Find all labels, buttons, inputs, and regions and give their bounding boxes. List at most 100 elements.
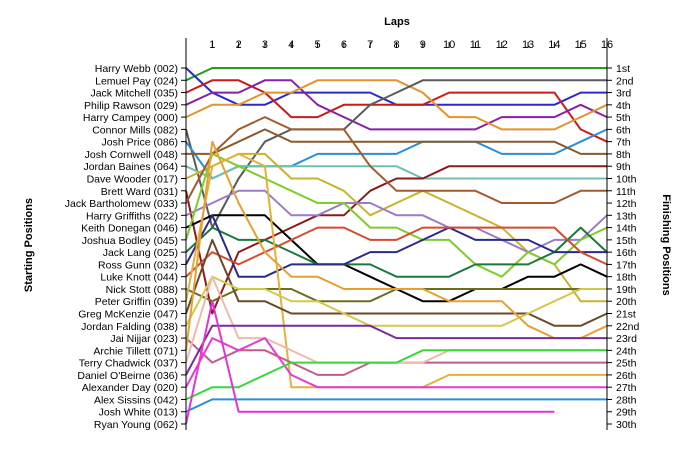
driver-label: Greg McKenzie (047) — [78, 309, 178, 321]
series-line-30 — [185, 300, 555, 425]
lap-tick-label: 10 — [443, 39, 455, 51]
finish-position-label: 19th — [616, 284, 637, 296]
driver-label: Harry Webb (002) — [95, 63, 178, 75]
driver-label: Lemuel Pay (024) — [95, 75, 178, 87]
lap-tick-label: 3 — [262, 39, 268, 51]
driver-label: Harry Griffiths (022) — [86, 210, 178, 222]
driver-label: Peter Griffin (039) — [95, 296, 178, 308]
series-line-21 — [185, 238, 608, 327]
driver-label: Jordan Falding (038) — [81, 321, 178, 333]
series-line-24 — [185, 140, 608, 351]
series-line-17 — [185, 214, 607, 278]
finish-position-label: 18th — [616, 272, 637, 284]
lap-tick-label: 8 — [393, 39, 399, 51]
series-line-23 — [185, 337, 607, 376]
lap-tick-label: 15 — [575, 39, 587, 51]
finish-position-label: 29th — [616, 407, 637, 419]
lap-tick-label: 16 — [601, 39, 613, 51]
finish-position-label: 5th — [616, 112, 631, 124]
series-line-16 — [185, 226, 608, 278]
lap-tick-label: 11 — [470, 39, 481, 51]
driver-label: Josh Price (086) — [102, 137, 178, 149]
finish-position-label: 7th — [616, 137, 631, 149]
series-line-19 — [185, 288, 607, 303]
series-line-8 — [186, 128, 607, 155]
finish-position-label: 9th — [616, 161, 631, 173]
lap-tick-label: 2 — [236, 39, 242, 51]
finish-position-label: 2nd — [616, 75, 634, 87]
lap-tick-label: 1 — [209, 39, 215, 51]
finish-position-label: 27th — [616, 382, 637, 394]
driver-label: Archie Tillett (071) — [93, 345, 178, 357]
finish-position-label: 11th — [616, 186, 636, 198]
series-line-22 — [185, 275, 607, 327]
x-axis-title: Laps — [384, 16, 410, 28]
lap-tick-label: 6 — [341, 39, 347, 51]
left-axis-title: Starting Positions — [23, 198, 35, 292]
series-line-4 — [185, 79, 608, 131]
series-line-1 — [185, 67, 607, 82]
finish-position-label: 22nd — [616, 321, 640, 333]
driver-label: Ryan Young (062) — [94, 419, 178, 431]
finish-position-label: 30th — [616, 419, 637, 431]
driver-label: Luke Knott (044) — [100, 272, 178, 284]
driver-label: Keith Donegan (046) — [81, 223, 178, 235]
driver-label: Dave Wooder (017) — [87, 173, 178, 185]
finish-position-label: 21st — [616, 309, 636, 321]
series-line-12 — [185, 116, 607, 204]
driver-label: Harry Campey (000) — [83, 112, 178, 124]
driver-label: Alexander Day (020) — [82, 382, 178, 394]
right-axis-title: Finishing Positions — [660, 194, 672, 295]
series-line-9 — [185, 165, 607, 180]
finish-position-label: 14th — [616, 223, 637, 235]
series-line-13 — [185, 189, 608, 254]
finish-position-label: 8th — [616, 149, 631, 161]
finish-position-label: 6th — [616, 124, 631, 136]
driver-label: Connor Mills (082) — [92, 124, 178, 136]
driver-label: Josh Cornwell (048) — [85, 149, 178, 161]
finish-position-label: 25th — [616, 358, 637, 370]
finish-position-label: 4th — [616, 100, 631, 112]
lap-tick-label: 7 — [367, 39, 373, 51]
finish-position-label: 24th — [616, 345, 637, 357]
series-line-3 — [185, 79, 608, 143]
lap-tick-label: 13 — [522, 39, 534, 51]
series-line-29 — [185, 398, 607, 413]
finish-position-label: 3rd — [616, 88, 631, 100]
series-line-20 — [185, 152, 607, 389]
driver-label: Jack Bartholomew (033) — [65, 198, 178, 210]
lap-tick-label: 14 — [548, 39, 560, 51]
lap-tick-label: 5 — [315, 39, 321, 51]
finish-position-label: 26th — [616, 370, 637, 382]
series-line-15 — [185, 152, 608, 278]
axes — [181, 38, 612, 430]
driver-label: Brett Ward (031) — [101, 186, 178, 198]
driver-label: Alex Sissins (042) — [94, 394, 178, 406]
series-line-26 — [185, 324, 607, 376]
driver-label: Nick Stott (088) — [106, 284, 178, 296]
finish-position-label: 20th — [616, 296, 637, 308]
series-line-11 — [185, 165, 607, 315]
series-lines — [185, 67, 608, 425]
finish-position-label: 17th — [616, 259, 637, 271]
driver-label: Philip Rawson (029) — [84, 100, 178, 112]
driver-label: Josh White (013) — [99, 407, 178, 419]
driver-label: Joshua Bodley (045) — [82, 235, 178, 247]
driver-label: Jai Nijjar (023) — [110, 333, 178, 345]
series-line-27 — [185, 337, 607, 389]
lap-tick-label: 12 — [496, 39, 508, 51]
finish-position-label: 28th — [616, 394, 637, 406]
driver-label: Ross Gunn (032) — [98, 259, 178, 271]
driver-label: Jordan Baines (064) — [83, 161, 178, 173]
series-line-18 — [185, 226, 608, 278]
finish-position-label: 16th — [616, 247, 637, 259]
lap-tick-label: 4 — [288, 39, 294, 51]
finish-position-label: 1st — [616, 63, 630, 75]
finish-position-label: 15th — [616, 235, 637, 247]
finish-position-label: 13th — [616, 210, 637, 222]
series-line-5 — [185, 79, 608, 131]
finish-position-label: 10th — [616, 173, 637, 185]
lap-tick-label: 9 — [420, 39, 426, 51]
